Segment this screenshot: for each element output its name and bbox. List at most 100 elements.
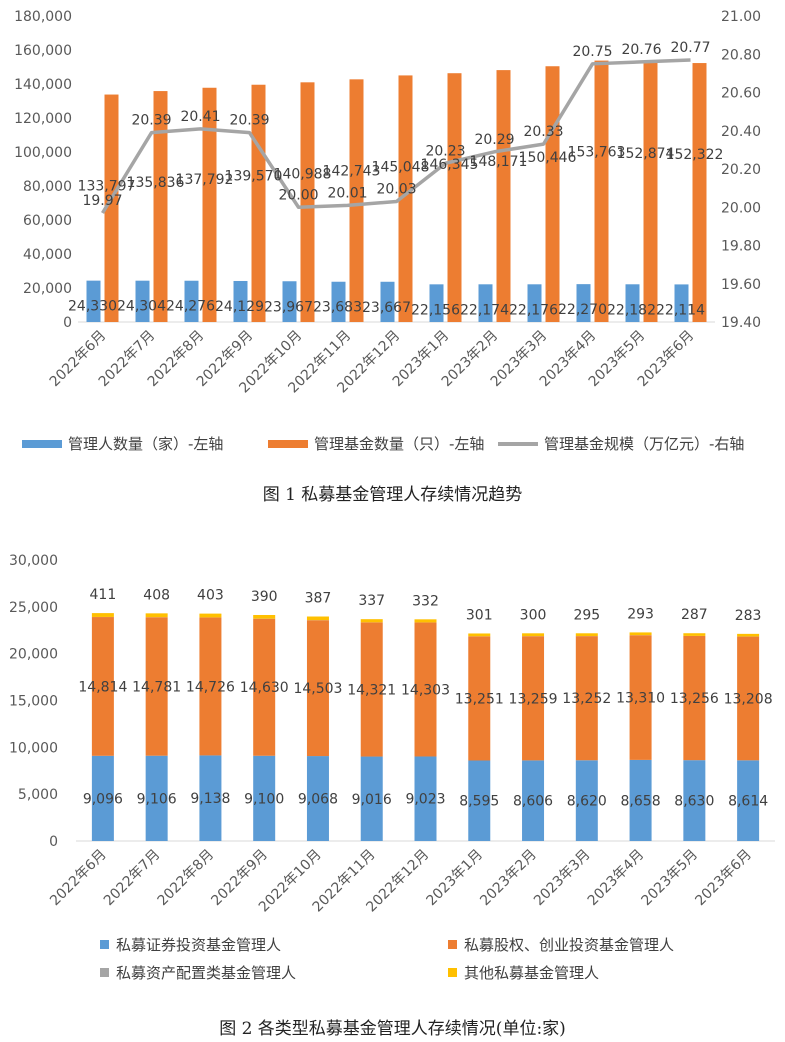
data-label-securities-managers: 9,068 bbox=[298, 792, 338, 808]
bar-fund-count bbox=[349, 79, 364, 322]
right-axis-tick-label: 19.60 bbox=[721, 277, 761, 293]
data-label-equity-vc-managers: 14,814 bbox=[78, 679, 127, 695]
bar-securities-managers bbox=[683, 760, 706, 841]
data-label-fund-count: 152,322 bbox=[666, 147, 724, 163]
left-axis-tick-label: 140,000 bbox=[14, 77, 72, 93]
bar-fund-count bbox=[398, 75, 413, 323]
data-label-fund-scale: 20.29 bbox=[474, 132, 514, 148]
bar-manager-count bbox=[135, 280, 150, 322]
data-label-fund-count: 153,763 bbox=[568, 145, 626, 161]
bar-other-managers bbox=[145, 613, 168, 618]
bar-other-managers bbox=[91, 613, 114, 617]
data-label-manager-count: 22,174 bbox=[460, 302, 509, 318]
data-label-fund-count: 148,171 bbox=[470, 154, 528, 170]
data-label-equity-vc-managers: 14,781 bbox=[132, 679, 181, 695]
bar-manager-count bbox=[429, 284, 444, 322]
bar-equity-vc-managers bbox=[683, 636, 706, 761]
bar-fund-count bbox=[692, 63, 707, 322]
bar-equity-vc-managers bbox=[629, 635, 652, 760]
bar-equity-vc-managers bbox=[306, 620, 329, 757]
bar-equity-vc-managers bbox=[468, 636, 491, 761]
chart1-caption: 图 1 私募基金管理人存续情况趋势 bbox=[262, 485, 523, 505]
bar-securities-managers bbox=[629, 759, 652, 841]
bar-equity-vc-managers bbox=[522, 636, 545, 761]
bar-fund-count bbox=[594, 60, 609, 322]
right-axis-tick-label: 20.80 bbox=[721, 47, 761, 63]
x-axis-tick-label: 2023年1月 bbox=[423, 847, 486, 910]
legend-swatch-manager-count bbox=[22, 440, 62, 448]
chart-fund-manager-trend: 0 20,000 40,000 60,000 80,000 100,000 120,000 1… bbox=[14, 9, 761, 453]
bar-fund-count bbox=[300, 82, 315, 322]
legend-label-asset-allocation: 私募资产配置类基金管理人 bbox=[116, 964, 296, 982]
bar-securities-managers bbox=[306, 756, 329, 841]
bar-securities-managers bbox=[199, 755, 222, 841]
data-label-equity-vc-managers: 13,310 bbox=[616, 691, 665, 707]
bar-equity-vc-managers bbox=[253, 618, 276, 756]
data-label-manager-count: 24,330 bbox=[68, 299, 117, 315]
right-axis-tick-label: 21.00 bbox=[721, 9, 761, 25]
legend-swatch-fund-count bbox=[268, 440, 308, 448]
bar-manager-count bbox=[380, 281, 395, 322]
bar-other-managers bbox=[414, 619, 437, 623]
left-axis-tick-label: 100,000 bbox=[14, 145, 72, 161]
right-axis-tick-label: 19.40 bbox=[721, 315, 761, 331]
data-label-fund-count: 152,874 bbox=[617, 146, 675, 162]
legend-label-other: 其他私募基金管理人 bbox=[464, 964, 599, 982]
data-label-fund-scale: 20.03 bbox=[376, 182, 416, 198]
bar-fund-count bbox=[153, 91, 168, 322]
data-label-manager-count: 22,156 bbox=[411, 302, 460, 318]
x-axis-tick-label: 2023年6月 bbox=[692, 847, 755, 910]
bar-securities-managers bbox=[468, 760, 491, 841]
right-axis-tick-label: 20.60 bbox=[721, 86, 761, 102]
bar-other-managers bbox=[199, 613, 222, 618]
data-label-fund-scale: 20.41 bbox=[180, 109, 220, 125]
bar-manager-count bbox=[478, 284, 493, 322]
data-label-fund-count: 135,836 bbox=[127, 175, 185, 191]
bar-securities-managers bbox=[145, 755, 168, 841]
data-label-manager-count: 22,182 bbox=[607, 302, 656, 318]
bar-equity-vc-managers bbox=[199, 617, 222, 756]
x-axis-tick-label: 2023年2月 bbox=[477, 847, 540, 910]
bar-equity-vc-managers bbox=[575, 636, 598, 761]
data-label-fund-count: 139,570 bbox=[225, 169, 283, 185]
bar-other-managers bbox=[253, 614, 276, 619]
bar-manager-count bbox=[233, 280, 248, 322]
legend-label-equity-vc: 私募股权、创业投资基金管理人 bbox=[464, 936, 674, 954]
data-label-equity-vc-managers: 14,303 bbox=[401, 682, 450, 698]
y-axis-tick-label: 0 bbox=[49, 834, 58, 850]
right-axis-tick-label: 20.00 bbox=[721, 200, 761, 216]
data-label-other-managers: 295 bbox=[573, 607, 600, 623]
bar-securities-managers bbox=[253, 755, 276, 841]
bar-equity-vc-managers bbox=[91, 617, 114, 756]
left-axis-tick-label: 60,000 bbox=[23, 213, 72, 229]
data-label-securities-managers: 8,658 bbox=[621, 793, 661, 809]
bar-securities-managers bbox=[414, 756, 437, 841]
data-label-other-managers: 293 bbox=[627, 606, 654, 622]
data-label-fund-count: 140,988 bbox=[274, 166, 332, 182]
bar-other-managers bbox=[629, 632, 652, 636]
bar-equity-vc-managers bbox=[414, 622, 437, 757]
data-label-other-managers: 387 bbox=[305, 591, 332, 607]
y-axis-tick-label: 25,000 bbox=[9, 600, 58, 616]
bar-securities-managers bbox=[360, 756, 383, 841]
bar-manager-count bbox=[674, 284, 689, 322]
left-axis-tick-label: 80,000 bbox=[23, 179, 72, 195]
legend-swatch-other bbox=[448, 968, 457, 977]
bar-other-managers bbox=[306, 616, 329, 621]
data-label-equity-vc-managers: 14,321 bbox=[347, 682, 396, 698]
chart2-caption: 图 2 各类型私募基金管理人存续情况(单位:家) bbox=[219, 1019, 566, 1039]
right-axis-tick-label: 19.80 bbox=[721, 239, 761, 255]
data-label-fund-count: 146,345 bbox=[421, 157, 479, 173]
data-label-manager-count: 24,304 bbox=[117, 299, 166, 315]
bar-other-managers bbox=[737, 633, 760, 637]
data-label-securities-managers: 9,016 bbox=[352, 792, 392, 808]
data-label-other-managers: 287 bbox=[681, 607, 708, 623]
bar-equity-vc-managers bbox=[360, 622, 383, 757]
line-fund-scale bbox=[101, 58, 691, 214]
bar-manager-count bbox=[86, 280, 101, 322]
bar-securities-managers bbox=[575, 760, 598, 841]
data-label-fund-scale: 20.76 bbox=[621, 42, 661, 58]
bar-fund-count bbox=[643, 62, 658, 323]
data-label-manager-count: 23,967 bbox=[264, 299, 313, 315]
bar-equity-vc-managers bbox=[145, 617, 168, 756]
